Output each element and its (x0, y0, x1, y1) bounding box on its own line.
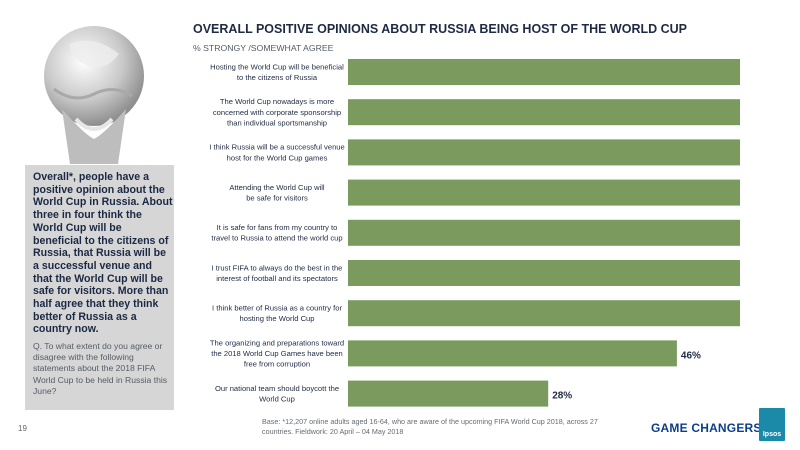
category-label: I think better of Russia as a country fo… (212, 304, 342, 324)
category-label: The World Cup nowadays is more concerned … (213, 97, 341, 127)
bar (348, 179, 740, 206)
chart-subtitle: % STRONGY /SOMEWHAT AGREE (193, 43, 334, 53)
bar (348, 99, 740, 126)
bar (348, 300, 740, 327)
category-label: I think Russia will be a successful venu… (209, 143, 345, 163)
base-note: Base: *12,207 online adults aged 16-64, … (262, 417, 598, 436)
ipsos-logo: Ipsos (759, 408, 785, 441)
summary-panel: Overall*, people have a positive opinion… (25, 165, 174, 410)
category-label: The organizing and preparations toward th… (210, 338, 344, 368)
bar (348, 219, 740, 246)
game-changers-tagline: GAME CHANGERS (651, 421, 762, 435)
category-label: It is safe for fans from my country to tr… (211, 223, 342, 243)
bar-chart: Hosting the World Cup will be beneficial… (209, 59, 740, 407)
bar (348, 260, 740, 286)
summary-text: Overall*, people have a positive opinion… (33, 171, 173, 336)
category-label: Hosting the World Cup will be beneficial… (210, 62, 344, 82)
category-label: I trust FIFA to always do the best in th… (212, 263, 343, 283)
page-number: 19 (18, 424, 27, 433)
category-label: Attending the World Cup will be safe for … (229, 183, 325, 203)
bar (348, 340, 677, 367)
value-label: 46% (681, 350, 701, 361)
chart-title: OVERALL POSITIVE OPINIONS ABOUT RUSSIA B… (193, 22, 688, 36)
bar (348, 139, 740, 166)
category-label: Our national team should boycott the Worl… (215, 384, 339, 404)
bar (348, 380, 549, 407)
value-label: 28% (552, 391, 572, 402)
question-text: Q. To what extent do you agree or disagr… (33, 341, 168, 396)
bar (348, 59, 740, 85)
world-cup-trophy-icon (44, 26, 144, 164)
